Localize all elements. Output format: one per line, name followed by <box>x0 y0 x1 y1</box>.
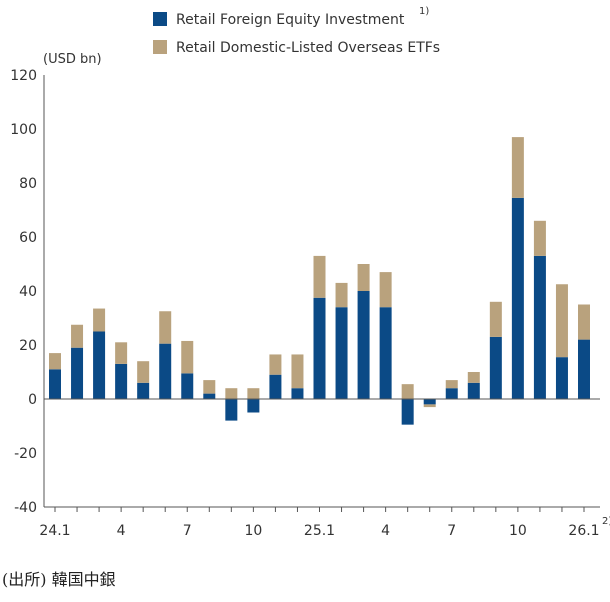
bar-domestic-etfs <box>225 388 238 399</box>
bar-foreign-equity <box>379 307 392 399</box>
bar-foreign-equity <box>445 388 458 399</box>
bar-domestic-etfs <box>379 272 392 308</box>
bar-domestic-etfs <box>578 304 590 340</box>
bar-foreign-equity <box>489 336 502 399</box>
x-tick-labels: 24.1 4 7 10 25.1 4 7 10 26.12) <box>39 507 610 539</box>
bar-domestic-etfs <box>93 308 106 332</box>
bar-domestic-etfs <box>247 388 260 399</box>
bar-domestic-etfs <box>313 255 326 298</box>
bar-foreign-equity <box>93 331 106 399</box>
bar-domestic-etfs <box>357 264 370 291</box>
bar-domestic-etfs <box>269 354 282 375</box>
bar-foreign-equity <box>357 291 370 399</box>
y-tick-label: 80 <box>19 176 37 192</box>
x-tick-label: 7 <box>447 523 456 539</box>
bar-domestic-etfs <box>445 380 458 389</box>
bar-domestic-etfs <box>115 342 128 364</box>
x-tick-label: 4 <box>381 523 390 539</box>
y-tick-label: 120 <box>10 68 37 84</box>
y-tick-label: -20 <box>14 446 37 462</box>
x-tick-label: 10 <box>509 523 527 539</box>
bar-foreign-equity <box>181 373 194 399</box>
bar-foreign-equity <box>203 393 216 399</box>
y-tick-label: 0 <box>28 392 37 408</box>
bar-foreign-equity <box>115 363 128 399</box>
bar-foreign-equity <box>71 347 84 399</box>
bar-foreign-equity <box>137 382 150 399</box>
bar-foreign-equity <box>159 343 172 399</box>
bar-foreign-equity <box>291 388 304 399</box>
x-tick-label: 7 <box>183 523 192 539</box>
x-tick-label: 10 <box>244 523 262 539</box>
x-tick-label: 26.1 <box>568 523 599 539</box>
bar-domestic-etfs <box>555 284 568 358</box>
stacked-bar-chart: Retail Foreign Equity Investment 1) Reta… <box>10 6 610 539</box>
x-tick-label: 4 <box>117 523 126 539</box>
bar-domestic-etfs <box>181 340 194 374</box>
bar-foreign-equity <box>247 399 260 413</box>
bar-domestic-etfs <box>533 220 546 256</box>
bar-domestic-etfs <box>489 301 502 337</box>
bar-domestic-etfs <box>137 361 150 383</box>
bar-domestic-etfs <box>335 282 348 308</box>
bar-foreign-equity <box>269 374 282 399</box>
y-tick-label: 40 <box>19 284 37 300</box>
bar-domestic-etfs <box>511 137 524 198</box>
x-tick-label: 24.1 <box>39 523 70 539</box>
bar-foreign-equity <box>578 339 590 399</box>
bar-foreign-equity <box>467 382 480 399</box>
bar-domestic-etfs <box>467 372 480 383</box>
x-tick-label: 25.1 <box>304 523 335 539</box>
bar-domestic-etfs <box>71 324 84 348</box>
y-tick-label: -40 <box>14 500 37 516</box>
bar-foreign-equity <box>533 255 546 399</box>
bar-foreign-equity <box>423 399 436 405</box>
legend-swatch-foreign-equity <box>153 12 167 26</box>
bar-foreign-equity <box>511 197 524 399</box>
bar-domestic-etfs <box>401 384 414 399</box>
bar-foreign-equity <box>555 357 568 399</box>
bar-domestic-etfs <box>159 311 172 344</box>
bar-foreign-equity <box>313 297 326 399</box>
bar-foreign-equity <box>49 369 61 399</box>
legend-label-foreign-equity: Retail Foreign Equity Investment <box>176 12 405 28</box>
source-note: (出所) 韓国中銀 <box>2 570 116 589</box>
bar-foreign-equity <box>225 399 238 421</box>
bar-domestic-etfs <box>203 380 216 394</box>
bars <box>49 137 590 425</box>
bar-domestic-etfs <box>423 404 436 408</box>
legend-label-domestic-etfs: Retail Domestic-Listed Overseas ETFs <box>176 40 440 56</box>
bar-domestic-etfs <box>49 353 61 370</box>
legend: Retail Foreign Equity Investment 1) Reta… <box>153 6 440 56</box>
x-tick-footnote-marker: 2) <box>602 516 610 527</box>
bar-foreign-equity <box>401 399 414 425</box>
bar-domestic-etfs <box>291 354 304 389</box>
y-axis-unit: (USD bn) <box>43 52 102 67</box>
bar-foreign-equity <box>335 307 348 399</box>
y-tick-label: 100 <box>10 122 37 138</box>
legend-footnote-marker: 1) <box>419 6 429 17</box>
y-tick-label: 60 <box>19 230 37 246</box>
y-tick-labels: -40 -20 0 20 40 60 80 100 120 <box>10 68 37 516</box>
y-tick-label: 20 <box>19 338 37 354</box>
legend-swatch-domestic-etfs <box>153 40 167 54</box>
